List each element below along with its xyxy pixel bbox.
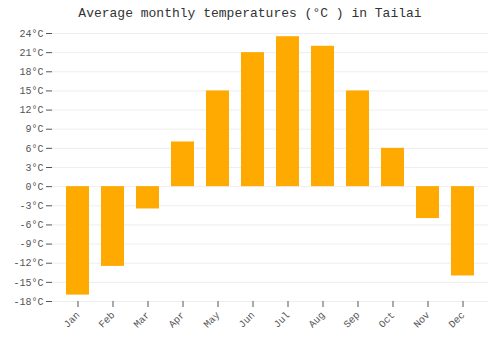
svg-text:Jul: Jul: [272, 310, 293, 331]
svg-text:-18°C: -18°C: [13, 297, 43, 308]
svg-text:3°C: 3°C: [25, 163, 43, 174]
svg-text:21°C: 21°C: [19, 48, 43, 59]
svg-text:6°C: 6°C: [25, 144, 43, 155]
svg-text:May: May: [202, 310, 223, 331]
svg-text:Mar: Mar: [132, 310, 153, 331]
svg-text:15°C: 15°C: [19, 86, 43, 97]
svg-text:-12°C: -12°C: [13, 258, 43, 269]
svg-text:12°C: 12°C: [19, 105, 43, 116]
svg-text:-9°C: -9°C: [19, 239, 43, 250]
svg-text:Aug: Aug: [307, 310, 328, 331]
svg-text:Jun: Jun: [237, 310, 258, 331]
html-text:Average monthly temperatures (: Average monthly temperatures (°C ) in Ta…: [78, 6, 422, 21]
svg-text:Feb: Feb: [97, 310, 118, 331]
svg-text:9°C: 9°C: [25, 124, 43, 135]
svg-text:Dec: Dec: [447, 310, 468, 331]
svg-text:0°C: 0°C: [25, 182, 43, 193]
svg-text:Jan: Jan: [62, 310, 83, 331]
svg-text:-3°C: -3°C: [19, 201, 43, 212]
svg-text:Oct: Oct: [377, 310, 398, 331]
svg-text:-15°C: -15°C: [13, 278, 43, 289]
svg-text:Apr: Apr: [167, 310, 188, 331]
svg-text:Sep: Sep: [342, 310, 363, 331]
svg-text:Nov: Nov: [412, 310, 433, 331]
svg-text:24°C: 24°C: [19, 29, 43, 40]
svg-text:-6°C: -6°C: [19, 220, 43, 231]
svg-text:18°C: 18°C: [19, 67, 43, 78]
